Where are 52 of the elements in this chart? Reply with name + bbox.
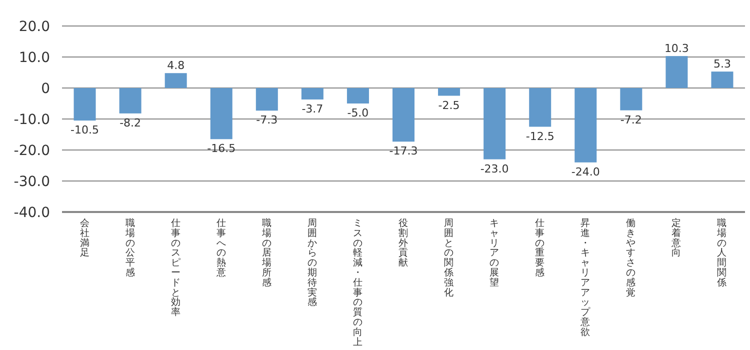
x-tick-label: 職場の居場所感 (262, 218, 272, 288)
data-label: -7.3 (256, 114, 278, 127)
data-label: -24.0 (571, 165, 600, 178)
y-tick-label: -40.0 (14, 205, 50, 221)
y-tick-label: -20.0 (14, 143, 50, 159)
x-tick-label: 仕事への熱意 (216, 218, 226, 278)
x-tick-label: 定着意向 (672, 218, 682, 259)
x-tick-label: 会社満足 (80, 218, 90, 259)
data-label: -16.5 (207, 142, 236, 156)
x-tick-label: 職場の公平感 (125, 218, 136, 278)
data-label: -2.5 (438, 98, 460, 112)
y-tick-label: 10.0 (18, 50, 50, 66)
y-tick-label: -30.0 (14, 174, 50, 190)
data-label: -12.5 (526, 130, 554, 143)
bar (74, 88, 96, 121)
data-label: -8.2 (120, 116, 142, 130)
data-label: -7.2 (620, 113, 642, 126)
bar (346, 88, 369, 104)
y-tick-label: -10.0 (14, 112, 50, 128)
data-label: 10.3 (664, 42, 689, 56)
bar (620, 88, 642, 110)
x-tick-label: キャリアの展望 (490, 218, 500, 288)
bar (164, 73, 187, 88)
bar (392, 88, 414, 142)
y-tick-label: 0 (41, 81, 50, 97)
bar (256, 88, 278, 111)
bar (529, 88, 552, 127)
x-tick-label: 昇進・キャリアアップ意欲 (580, 218, 591, 338)
x-tick-label: 周囲からの期待実感 (307, 218, 318, 308)
data-label: 4.8 (167, 59, 185, 72)
bar (484, 88, 506, 160)
bar (210, 88, 232, 140)
x-tick-label: 周囲との関係強化 (444, 218, 454, 298)
bar (574, 88, 597, 162)
bar (301, 88, 324, 100)
x-tick-label: 働きやすさの感覚 (626, 218, 636, 298)
data-label: -10.5 (70, 124, 99, 137)
data-label: -5.0 (347, 106, 369, 120)
x-tick-label: 仕事のスピードと効率 (170, 218, 181, 318)
y-tick-label: 20.0 (18, 19, 50, 35)
x-tick-label: 役割外貢献 (398, 218, 408, 269)
data-label: -23.0 (480, 162, 509, 176)
bar (711, 72, 734, 88)
x-tick-label: 仕事の重要感 (535, 218, 546, 278)
x-tick-label: 職場の人間関係 (717, 218, 728, 288)
data-label: 5.3 (713, 58, 731, 71)
bar (119, 88, 142, 114)
data-label: -3.7 (302, 102, 324, 116)
x-tick-label: ミスの軽減・仕事の質の向上 (352, 218, 363, 348)
bar (666, 56, 688, 88)
bar (438, 88, 460, 96)
data-label: -17.3 (389, 144, 418, 158)
